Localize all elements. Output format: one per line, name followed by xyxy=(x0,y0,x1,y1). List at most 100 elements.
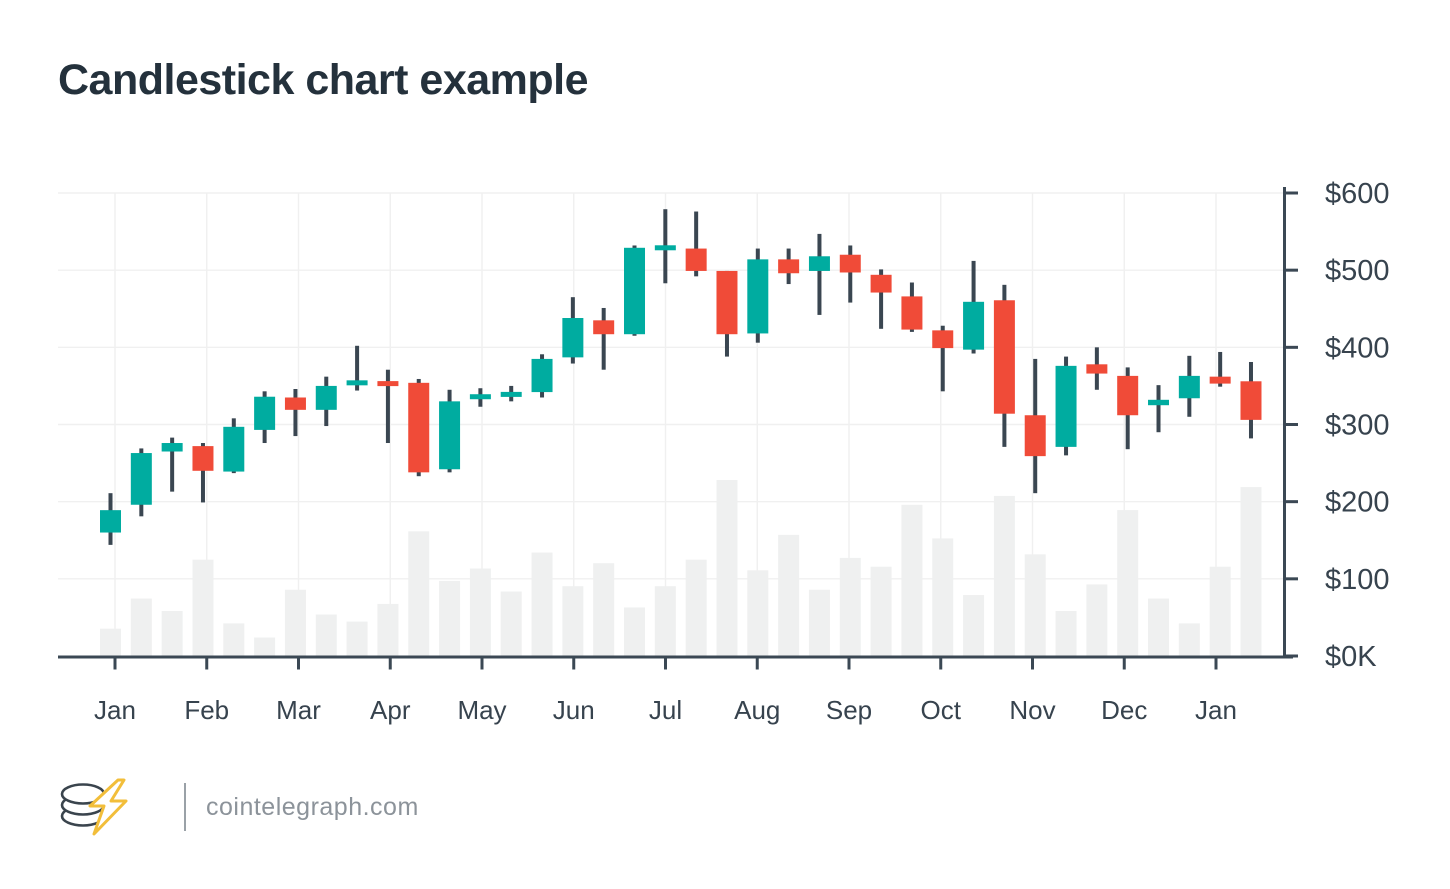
candle-body-bull xyxy=(439,401,461,470)
candle-body-bull xyxy=(223,426,245,472)
volume-bar xyxy=(624,607,646,657)
volume-bar xyxy=(839,557,861,657)
x-axis-label: Jan xyxy=(1195,695,1237,725)
volume-bar xyxy=(932,538,954,657)
candle-wick xyxy=(848,245,853,303)
y-axis-label: $200 xyxy=(1325,487,1390,519)
y-axis-label: $600 xyxy=(1325,178,1390,210)
x-axis-label: Dec xyxy=(1101,695,1147,725)
y-axis-label: $100 xyxy=(1325,564,1390,596)
x-axis-label: Mar xyxy=(276,695,321,725)
volume-bar xyxy=(1024,554,1046,657)
x-axis-label: Jul xyxy=(649,695,682,725)
candle-body-bear xyxy=(1117,375,1139,416)
volume-bar xyxy=(192,559,214,657)
candle-wick xyxy=(170,437,175,492)
candle-body-bear xyxy=(1024,415,1046,457)
candle-body-bear xyxy=(716,270,738,335)
volume-bar xyxy=(315,614,337,657)
candle-wick xyxy=(293,389,298,437)
x-axis-label: Aug xyxy=(734,695,780,725)
y-axis-tick xyxy=(1286,577,1298,581)
x-axis-label: Sep xyxy=(826,695,872,725)
volume-bar xyxy=(963,595,985,657)
candle-body-bull xyxy=(1178,375,1200,399)
volume-bar xyxy=(1055,610,1077,657)
candle-body-bull xyxy=(531,358,553,393)
volume-bar xyxy=(439,580,461,657)
x-axis-label: Feb xyxy=(184,695,229,725)
y-axis-tick xyxy=(1286,191,1298,195)
candle-body-bear xyxy=(284,397,306,410)
y-axis-tick xyxy=(1286,654,1298,658)
y-axis-line xyxy=(1283,187,1286,659)
volume-bar xyxy=(408,531,430,657)
volume-bar xyxy=(778,534,800,657)
candle-body-bear xyxy=(932,330,954,349)
candle-body-bear xyxy=(839,254,861,273)
y-axis-tick xyxy=(1286,345,1298,349)
volume-bar xyxy=(808,589,830,657)
volume-bar xyxy=(100,628,121,657)
y-axis-label: $300 xyxy=(1325,410,1390,442)
candle-body-bear xyxy=(1209,376,1231,384)
x-axis-tick xyxy=(755,658,759,670)
volume-bar xyxy=(469,568,491,657)
x-axis-tick xyxy=(1214,658,1218,670)
candle-wick xyxy=(601,307,606,370)
x-axis-tick xyxy=(939,658,943,670)
volume-bar xyxy=(685,559,707,657)
chart-title: Candlestick chart example xyxy=(58,56,589,104)
candle-body-bear xyxy=(870,274,892,293)
candle-body-bull xyxy=(747,259,769,334)
x-axis-label: May xyxy=(457,695,506,725)
x-axis-tick xyxy=(388,658,392,670)
volume-bar xyxy=(1240,487,1262,657)
volume-bar xyxy=(161,610,183,657)
volume-bar xyxy=(747,570,769,657)
volume-bar xyxy=(901,504,923,657)
volume-bar xyxy=(531,552,553,657)
volume-bar xyxy=(346,621,368,657)
candle-body-bull xyxy=(130,453,152,505)
volume-bar xyxy=(284,589,306,657)
candle-body-bull xyxy=(1148,399,1170,406)
footer: cointelegraph.com xyxy=(56,776,419,838)
candle-body-bull xyxy=(963,301,985,350)
x-axis-tick xyxy=(572,658,576,670)
volume-bar xyxy=(1148,598,1170,657)
x-axis-label: Nov xyxy=(1009,695,1055,725)
y-axis-label: $0K xyxy=(1325,641,1377,673)
y-axis-tick xyxy=(1286,268,1298,272)
volume-bar xyxy=(1178,623,1200,657)
candle-body-bull xyxy=(624,247,646,335)
candle-body-bear xyxy=(993,300,1015,414)
candle-body-bull xyxy=(808,256,830,271)
y-axis-tick xyxy=(1286,500,1298,504)
candle-body-bear xyxy=(192,446,214,471)
volume-bar xyxy=(654,586,676,657)
candle-body-bull xyxy=(161,443,183,452)
x-axis-tick xyxy=(205,658,209,670)
candle-body-bull xyxy=(562,318,584,358)
candle-wick xyxy=(694,211,699,277)
candle-body-bear xyxy=(408,382,430,473)
candle-body-bear xyxy=(593,320,615,335)
volume-bar xyxy=(500,591,522,657)
volume-bar xyxy=(1209,566,1231,657)
y-axis-tick xyxy=(1286,423,1298,426)
x-axis-tick xyxy=(1122,658,1126,670)
x-axis-tick xyxy=(664,658,667,670)
candle-body-bull xyxy=(469,394,491,400)
candle-body-bear xyxy=(685,248,707,271)
volume-bar xyxy=(716,480,738,657)
candle-body-bear xyxy=(1240,381,1262,420)
candle-wick xyxy=(1156,385,1161,433)
x-axis-tick xyxy=(113,658,117,670)
x-axis-line xyxy=(58,655,1293,659)
volume-bar xyxy=(562,586,584,657)
candle-wick xyxy=(879,269,884,329)
volume-bar xyxy=(1117,510,1139,657)
cointelegraph-logo xyxy=(60,778,128,836)
